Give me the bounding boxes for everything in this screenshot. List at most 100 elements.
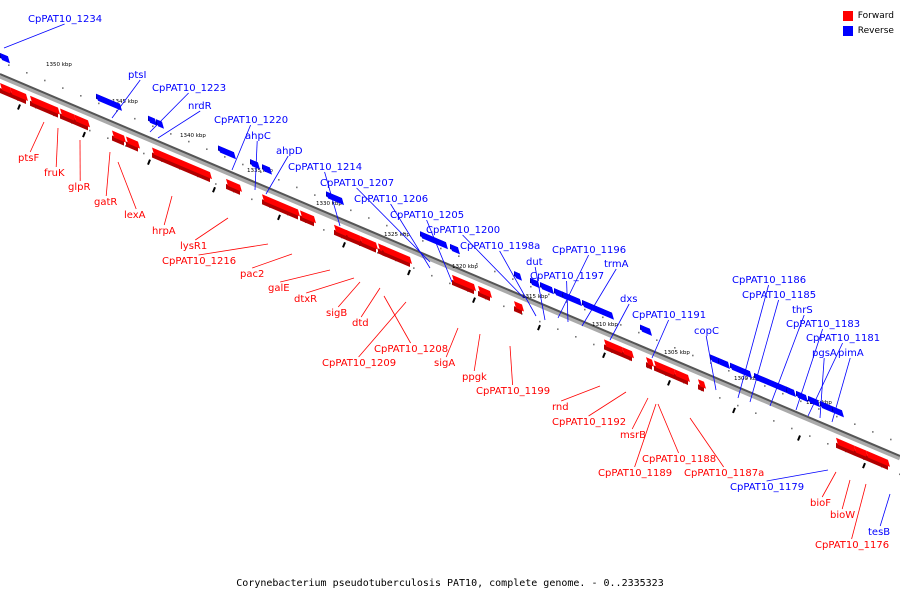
reverse-leader-line xyxy=(651,319,669,359)
forward-gene-label: msrB xyxy=(620,430,646,441)
reverse-leader-line xyxy=(581,268,617,327)
upper-dot xyxy=(602,316,604,319)
reverse-gene xyxy=(148,115,157,126)
forward-gene xyxy=(854,445,868,458)
reverse-gene-label: CpPAT10_1186 xyxy=(732,275,806,286)
reverse-leader-line xyxy=(769,314,805,407)
lower-dot xyxy=(413,267,415,269)
lower-dash xyxy=(862,462,866,469)
backbone-line xyxy=(0,73,900,457)
forward-gene-side xyxy=(360,240,376,253)
forward-gene-label: lexA xyxy=(124,210,146,221)
reverse-gene xyxy=(530,277,540,289)
reverse-gene xyxy=(718,357,730,369)
forward-leader-line xyxy=(841,479,851,510)
lower-dot xyxy=(827,443,829,445)
forward-gene-side xyxy=(126,141,138,152)
upper-dot xyxy=(80,95,82,97)
reverse-gene xyxy=(540,282,554,295)
forward-gene-side xyxy=(10,92,26,105)
upper-dot xyxy=(566,301,568,303)
lower-dash xyxy=(667,379,671,386)
upper-dot xyxy=(260,171,262,173)
forward-gene-label: pac2 xyxy=(240,269,264,280)
forward-gene-label: CpPAT10_1189 xyxy=(598,468,672,479)
lower-dash xyxy=(407,269,411,276)
reverse-gene-label: trmA xyxy=(604,259,629,270)
upper-dot xyxy=(188,140,190,143)
legend-reverse: Reverse xyxy=(842,23,894,38)
reverse-leader-line xyxy=(462,234,525,299)
reverse-leader-line xyxy=(879,493,891,527)
reverse-leader-line xyxy=(737,284,769,399)
reverse-leader-line xyxy=(3,23,65,49)
lower-dot xyxy=(107,137,109,139)
forward-gene xyxy=(674,369,690,382)
forward-gene-label: ptsF xyxy=(18,153,39,164)
upper-dot xyxy=(368,217,370,219)
genome-backbone xyxy=(0,73,900,461)
reverse-leader-line xyxy=(231,124,251,171)
forward-gene-label: sigB xyxy=(326,308,347,319)
forward-leader-line xyxy=(561,385,601,402)
forward-gene-side xyxy=(452,279,474,295)
upper-dot xyxy=(242,163,244,166)
forward-leader-line xyxy=(631,397,649,430)
reverse-gene-label: thrS xyxy=(792,305,813,316)
forward-gene-label: sigA xyxy=(434,358,455,369)
forward-gene-label: CpPAT10_1187a xyxy=(684,468,764,479)
forward-gene xyxy=(604,339,624,354)
scale-tick-label: 1295 kbp xyxy=(806,400,832,406)
forward-leader-line xyxy=(105,151,111,197)
forward-gene-label: CpPAT10_1188 xyxy=(642,454,716,465)
upper-dot xyxy=(800,400,802,403)
reverse-gene xyxy=(262,164,272,175)
lower-dash xyxy=(797,435,801,441)
upper-dot xyxy=(620,324,622,326)
scale-tick-label: 1325 kbp xyxy=(384,232,410,238)
forward-gene xyxy=(300,210,316,224)
forward-gene xyxy=(836,437,856,453)
upper-dot xyxy=(278,179,280,181)
lower-dot xyxy=(557,328,559,330)
upper-dot xyxy=(782,392,784,395)
scale-tick-label: 1320 kbp xyxy=(452,264,478,270)
forward-leader-line xyxy=(509,345,513,386)
forward-gene-label: bioF xyxy=(810,498,831,509)
lower-dot xyxy=(755,412,757,414)
forward-leader-line xyxy=(358,301,407,358)
forward-gene-side xyxy=(300,215,314,227)
forward-leader-line xyxy=(383,295,411,344)
lower-dot xyxy=(143,152,145,155)
upper-dot xyxy=(98,102,100,105)
reverse-gene xyxy=(582,300,614,320)
lower-dot xyxy=(575,336,577,338)
forward-gene-label: CpPAT10_1208 xyxy=(374,344,448,355)
lower-dot xyxy=(431,274,433,277)
reverse-gene-label: ahpC xyxy=(245,131,271,142)
forward-gene-side xyxy=(622,351,632,362)
forward-gene-blocks xyxy=(0,83,890,470)
forward-gene-label: gatR xyxy=(94,197,117,208)
lower-dot xyxy=(593,343,595,346)
reverse-leader-line xyxy=(749,299,779,403)
forward-leader-lines xyxy=(29,121,867,540)
lower-dot xyxy=(215,183,217,185)
forward-gene-side xyxy=(604,344,622,357)
upper-dot xyxy=(44,79,46,82)
reverse-gene-blocks xyxy=(0,53,844,418)
forward-gene xyxy=(346,229,362,243)
forward-gene-side xyxy=(74,119,88,131)
scale-tick-label: 1350 kbp xyxy=(46,62,72,68)
upper-dot xyxy=(890,438,892,441)
forward-gene-side xyxy=(674,374,688,385)
reverse-leader-line xyxy=(265,155,289,195)
forward-leader-line xyxy=(657,403,679,454)
reverse-leader-line xyxy=(149,92,189,133)
reverse-gene-label: CpPAT10_1181 xyxy=(806,333,880,344)
lower-dash xyxy=(537,324,541,331)
forward-gene-side xyxy=(60,113,74,125)
lower-dash xyxy=(472,297,476,303)
upper-dot xyxy=(152,125,154,128)
forward-gene xyxy=(112,130,126,143)
